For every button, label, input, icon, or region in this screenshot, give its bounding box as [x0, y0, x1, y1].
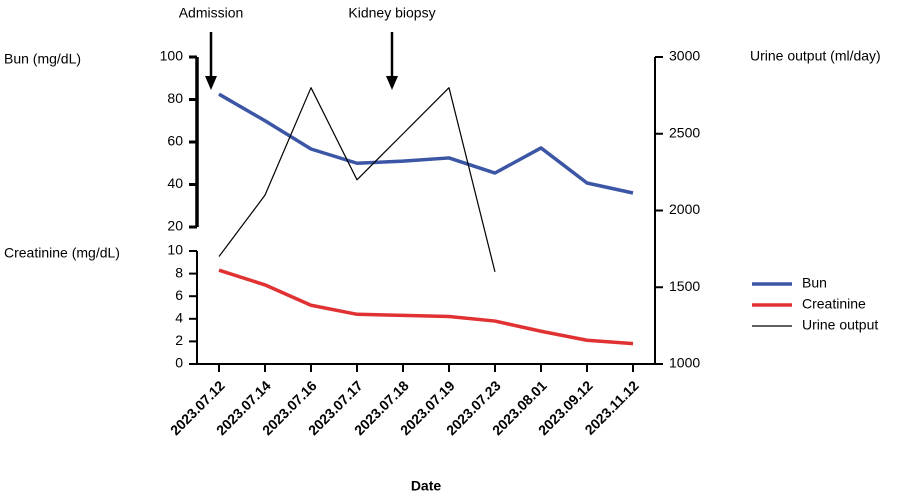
tick-label: 8: [175, 264, 183, 280]
y2-axis-label: Urine output (ml/day): [750, 48, 881, 64]
x-axis-label: Date: [411, 478, 442, 494]
tick-label: 40: [167, 175, 183, 191]
tick-label: 2500: [669, 124, 700, 140]
annotation-arrowhead: [386, 76, 398, 90]
annotation: Kidney biopsy: [348, 5, 435, 21]
annotation: Admission: [179, 5, 244, 21]
tick-label: 2: [175, 332, 183, 348]
tick-label: 6: [175, 287, 183, 303]
legend-label: Creatinine: [802, 296, 866, 312]
tick-label: 80: [167, 90, 183, 106]
series-line: [218, 87, 496, 273]
annotation-arrowhead: [205, 76, 217, 90]
tick-label: 20: [167, 218, 183, 234]
y-bottom-axis-label: Creatinine (mg/dL): [4, 245, 120, 261]
tick-label: 1000: [669, 355, 700, 371]
tick-label: 10: [167, 242, 183, 258]
tick-label: 0: [175, 355, 183, 371]
series-line: [218, 92, 634, 195]
legend-label: Bun: [802, 275, 827, 291]
tick-label: 100: [160, 48, 184, 64]
tick-label: 60: [167, 133, 183, 149]
tick-label: 2000: [669, 201, 700, 217]
y-axis-label: Bun (mg/dL): [4, 51, 81, 67]
series-line: [218, 268, 634, 346]
tick-label: 4: [175, 310, 183, 326]
legend-label: Urine output: [802, 317, 878, 333]
tick-label: 3000: [669, 48, 700, 64]
tick-label: 1500: [669, 278, 700, 294]
